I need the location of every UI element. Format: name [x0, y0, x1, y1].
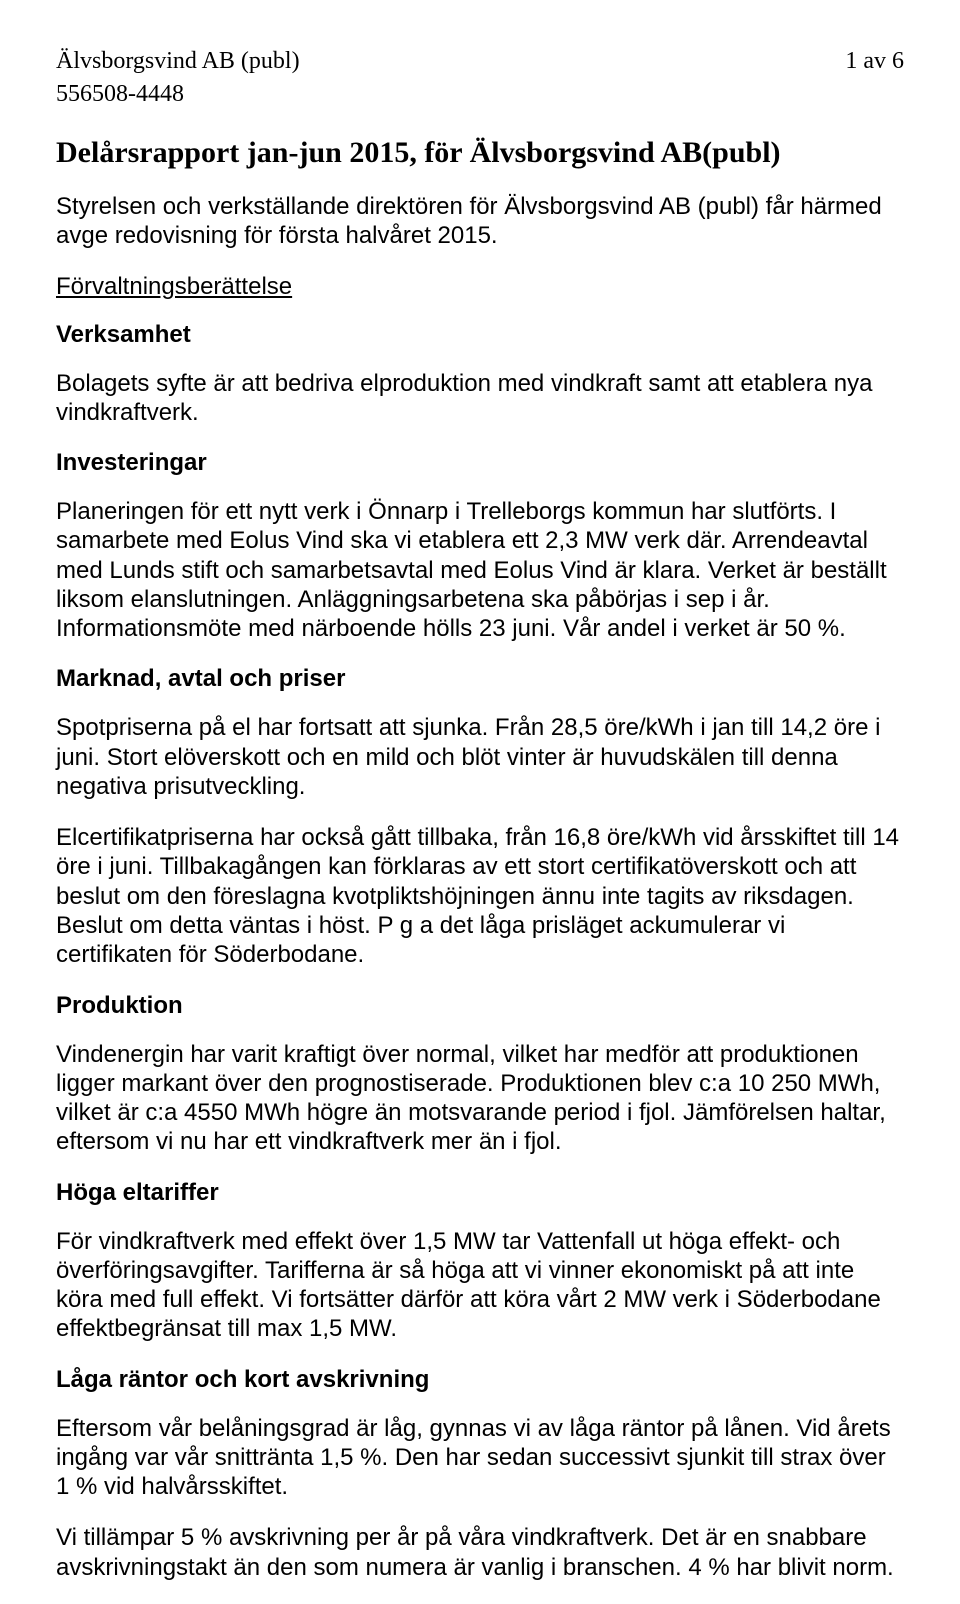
paragraph-rantor: Eftersom vår belåningsgrad är låg, gynna…: [56, 1414, 904, 1502]
paragraph-avskrivning: Vi tillämpar 5 % avskrivning per år på v…: [56, 1523, 904, 1582]
subheading-marknad: Marknad, avtal och priser: [56, 665, 904, 693]
page-number: 1 av 6: [845, 48, 904, 75]
subheading-rantor: Låga räntor och kort avskrivning: [56, 1366, 904, 1394]
company-name: Älvsborgsvind AB (publ): [56, 48, 300, 75]
subheading-produktion: Produktion: [56, 992, 904, 1020]
document-title: Delårsrapport jan-jun 2015, för Älvsborg…: [56, 136, 904, 170]
subheading-eltariffer: Höga eltariffer: [56, 1179, 904, 1207]
paragraph-investeringar: Planeringen för ett nytt verk i Önnarp i…: [56, 497, 904, 643]
section-forvaltning: Förvaltningsberättelse: [56, 273, 904, 301]
page-header: Älvsborgsvind AB (publ) 1 av 6: [56, 48, 904, 75]
subheading-verksamhet: Verksamhet: [56, 321, 904, 349]
paragraph-marknad-2: Elcertifikatpriserna har också gått till…: [56, 823, 904, 969]
subheading-investeringar: Investeringar: [56, 449, 904, 477]
document-page: Älvsborgsvind AB (publ) 1 av 6 556508-44…: [0, 0, 960, 1582]
intro-paragraph: Styrelsen och verkställande direktören f…: [56, 192, 904, 251]
paragraph-eltariffer: För vindkraftverk med effekt över 1,5 MW…: [56, 1227, 904, 1344]
paragraph-marknad-1: Spotpriserna på el har fortsatt att sjun…: [56, 713, 904, 801]
paragraph-produktion: Vindenergin har varit kraftigt över norm…: [56, 1040, 904, 1157]
paragraph-verksamhet: Bolagets syfte är att bedriva elprodukti…: [56, 369, 904, 428]
org-number: 556508-4448: [56, 81, 904, 108]
